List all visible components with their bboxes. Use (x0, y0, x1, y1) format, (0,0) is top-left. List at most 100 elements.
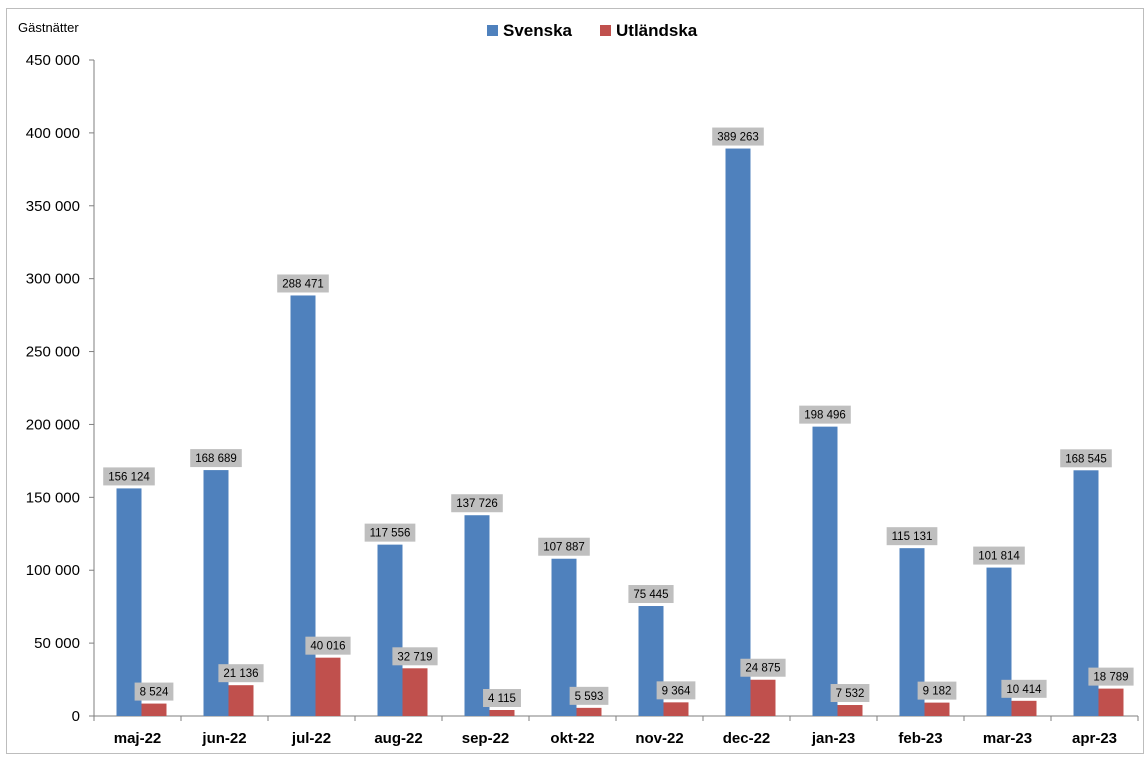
y-axis-title: Gästnätter (18, 20, 79, 35)
data-label-text: 4 115 (488, 693, 516, 705)
data-label-svenska: 168 545 (1060, 449, 1112, 468)
data-label-box (712, 127, 764, 146)
data-label-box (103, 467, 155, 486)
data-label-box (886, 527, 938, 546)
data-label-box (364, 523, 416, 542)
data-label-box (656, 681, 696, 700)
data-label-box (134, 682, 174, 701)
data-label-utländska: 21 136 (218, 664, 264, 683)
bar-utländska (576, 707, 602, 716)
data-label-box (740, 658, 786, 677)
data-label-box (830, 684, 870, 703)
data-label-utländska: 4 115 (483, 689, 521, 708)
data-label-text: 115 131 (892, 531, 933, 543)
data-label-text: 9 182 (923, 686, 952, 698)
legend-swatch-svenska (487, 25, 498, 36)
data-label-text: 9 364 (662, 685, 691, 697)
data-label-utländska: 9 182 (917, 681, 957, 700)
data-label-box (277, 274, 329, 293)
data-label-box (1060, 449, 1112, 468)
x-tick-label: nov-22 (635, 730, 683, 747)
bar-utländska (315, 657, 341, 716)
x-tick-label: dec-22 (723, 730, 771, 747)
data-label-svenska: 198 496 (799, 405, 851, 424)
bar-utländska (228, 685, 254, 716)
legend-swatch-utländska (600, 25, 611, 36)
data-label-box (569, 686, 609, 705)
data-label-text: 117 556 (370, 528, 411, 540)
x-tick-label: apr-23 (1072, 730, 1117, 747)
data-label-text: 389 263 (717, 132, 759, 144)
y-tick-label: 350 000 (26, 198, 80, 215)
y-tick-label: 150 000 (26, 489, 80, 506)
y-tick-label: 300 000 (26, 271, 80, 288)
data-label-svenska: 117 556 (364, 523, 416, 542)
y-tick-label: 200 000 (26, 416, 80, 433)
data-label-box (190, 449, 242, 468)
data-label-text: 168 689 (195, 453, 237, 465)
y-tick-label: 100 000 (26, 562, 80, 579)
data-label-text: 8 524 (140, 687, 169, 699)
y-tick-label: 450 000 (26, 52, 80, 69)
x-tick-label: feb-23 (898, 730, 942, 747)
data-label-text: 32 719 (397, 651, 432, 663)
data-label-box (218, 664, 264, 683)
data-label-utländska: 10 414 (1001, 679, 1047, 698)
data-label-utländska: 8 524 (134, 682, 174, 701)
data-label-box (305, 636, 351, 655)
bar-svenska (725, 148, 751, 717)
data-label-svenska: 115 131 (886, 527, 938, 546)
bar-utländska (663, 702, 689, 716)
data-label-utländska: 5 593 (569, 686, 609, 705)
bar-utländska (837, 705, 863, 716)
data-label-text: 107 887 (543, 542, 585, 554)
data-label-box (451, 494, 503, 513)
bar-utländska (1098, 688, 1124, 716)
data-label-text: 75 445 (633, 589, 668, 601)
data-label-text: 40 016 (310, 641, 345, 653)
data-label-box (1001, 679, 1047, 698)
x-tick-label: mar-23 (983, 730, 1032, 747)
x-tick-label: jul-22 (291, 730, 331, 747)
chart-frame (6, 8, 1144, 754)
data-label-utländska: 7 532 (830, 684, 870, 703)
data-label-box (538, 537, 590, 556)
data-label-utländska: 32 719 (392, 647, 438, 666)
data-label-utländska: 24 875 (740, 658, 786, 677)
bar-svenska (377, 544, 403, 716)
x-tick-label: maj-22 (114, 730, 162, 747)
bar-utländska (1011, 700, 1037, 716)
legend-label-svenska: Svenska (503, 21, 573, 40)
data-label-text: 21 136 (223, 668, 258, 680)
bar-utländska (402, 668, 428, 716)
data-label-svenska: 75 445 (628, 585, 674, 604)
data-label-svenska: 168 689 (190, 449, 242, 468)
data-label-box (1088, 667, 1134, 686)
data-label-text: 101 814 (978, 551, 1020, 563)
data-label-text: 7 532 (836, 688, 865, 700)
data-label-text: 18 789 (1093, 672, 1128, 684)
data-label-svenska: 107 887 (538, 537, 590, 556)
x-tick-label: jan-23 (811, 730, 855, 747)
bar-utländska (489, 710, 515, 716)
bar-utländska (750, 679, 776, 716)
data-label-text: 156 124 (108, 471, 150, 483)
bar-utländska (924, 702, 950, 716)
data-label-text: 168 545 (1065, 453, 1107, 465)
bar-svenska (116, 488, 142, 716)
x-tick-label: okt-22 (550, 730, 594, 747)
bar-svenska (464, 515, 490, 716)
data-label-text: 10 414 (1006, 684, 1042, 696)
data-label-box (799, 405, 851, 424)
data-label-text: 198 496 (804, 410, 846, 422)
data-label-box (483, 689, 521, 708)
y-tick-label: 250 000 (26, 344, 80, 361)
data-label-svenska: 288 471 (277, 274, 329, 293)
bar-utländska (141, 703, 167, 716)
y-tick-label: 0 (72, 708, 80, 725)
data-label-text: 5 593 (575, 691, 604, 703)
data-label-box (917, 681, 957, 700)
data-label-svenska: 156 124 (103, 467, 155, 486)
data-label-box (392, 647, 438, 666)
